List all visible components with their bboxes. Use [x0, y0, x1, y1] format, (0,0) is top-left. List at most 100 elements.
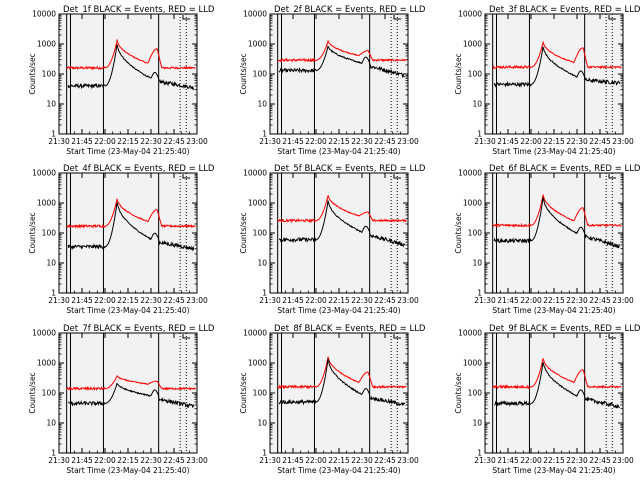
- x-tick-label: 22:45: [163, 137, 185, 146]
- x-tick-label: 21:30: [474, 137, 496, 146]
- x-tick-label: 22:30: [351, 137, 373, 146]
- x-axis-label: Start Time (23-May-04 21:25:40): [277, 306, 400, 315]
- y-tick-label: 1: [477, 130, 482, 139]
- events-series-line: [494, 362, 620, 409]
- x-tick-label: 23:00: [186, 137, 208, 146]
- x-tick-label: 22:15: [328, 456, 350, 465]
- y-tick-label: 1: [51, 449, 56, 458]
- x-tick-label: 23:00: [397, 456, 419, 465]
- y-tick-label: 1: [51, 130, 56, 139]
- events-series-line: [278, 199, 406, 248]
- panel-title: Det_1f BLACK = Events, RED = LLD: [63, 5, 215, 15]
- y-tick-label: 10: [472, 100, 482, 109]
- x-tick-label: 22:00: [520, 296, 542, 305]
- x-tick-label: 22:15: [543, 456, 565, 465]
- y-tick-label: 100: [253, 229, 268, 238]
- panel-1: Det_1f BLACK = Events, RED = LLD 1 10 100 10…: [28, 5, 215, 156]
- x-tick-label: 21:45: [71, 456, 93, 465]
- panel-title: Det_9f BLACK = Events, RED = LLD: [489, 324, 640, 334]
- x-tick-label: 22:00: [520, 456, 542, 465]
- y-axis-label: Counts/sec: [454, 212, 463, 253]
- plot-area: [484, 172, 624, 294]
- x-tick-label: 22:45: [163, 456, 185, 465]
- x-tick-label: 22:45: [374, 456, 396, 465]
- legend-marker: [608, 15, 616, 20]
- lld-series-line: [66, 374, 196, 392]
- x-tick-label: 21:45: [282, 456, 304, 465]
- plot-area: [269, 13, 409, 135]
- y-tick-label: 1: [262, 130, 267, 139]
- x-tick-label: 22:15: [117, 296, 139, 305]
- lld-series-line: [277, 39, 407, 63]
- events-series-line: [68, 382, 195, 409]
- events-series-line: [67, 202, 195, 252]
- y-tick-label: 100: [468, 229, 483, 238]
- y-tick-label: 1000: [37, 359, 56, 368]
- x-tick-label: 21:45: [497, 137, 519, 146]
- x-tick-label: 22:15: [543, 137, 565, 146]
- plot-area: [484, 332, 624, 454]
- x-tick-label: 22:00: [305, 456, 327, 465]
- x-tick-label: 23:00: [612, 456, 634, 465]
- x-axis-label: Start Time (23-May-04 21:25:40): [66, 466, 189, 475]
- y-axis-label: Counts/sec: [28, 212, 37, 253]
- x-tick-label: 22:00: [305, 296, 327, 305]
- legend-marker: [182, 334, 190, 339]
- y-tick-label: 10000: [32, 329, 56, 338]
- panel-6: Det_6f BLACK = Events, RED = LLD 1 10 100 10…: [454, 164, 640, 315]
- y-tick-label: 1: [477, 289, 482, 298]
- y-axis-label: Counts/sec: [28, 372, 37, 413]
- y-tick-label: 10000: [458, 10, 482, 19]
- x-tick-label: 22:00: [520, 137, 542, 146]
- panel-4: Det_4f BLACK = Events, RED = LLD 1 10 100 10…: [28, 164, 215, 315]
- x-tick-label: 22:30: [566, 456, 588, 465]
- panel-5: Det_5f BLACK = Events, RED = LLD 1 10 100 10…: [239, 164, 426, 315]
- y-tick-label: 10000: [32, 10, 56, 19]
- x-tick-label: 22:30: [140, 456, 162, 465]
- x-tick-label: 22:45: [374, 296, 396, 305]
- plot-area: [58, 172, 198, 294]
- lld-series-line: [66, 198, 196, 229]
- legend-marker: [393, 15, 401, 20]
- x-axis-label: Start Time (23-May-04 21:25:40): [492, 466, 615, 475]
- y-tick-label: 1000: [463, 40, 482, 49]
- lld-series-line: [66, 38, 196, 71]
- y-axis-label: Counts/sec: [239, 212, 248, 253]
- y-tick-label: 1: [51, 289, 56, 298]
- x-axis-label: Start Time (23-May-04 21:25:40): [492, 306, 615, 315]
- y-tick-label: 100: [253, 389, 268, 398]
- y-tick-label: 1000: [248, 359, 267, 368]
- x-tick-label: 21:30: [48, 296, 70, 305]
- x-tick-label: 22:45: [589, 296, 611, 305]
- y-tick-label: 100: [42, 70, 57, 79]
- panel-title: Det_3f BLACK = Events, RED = LLD: [489, 5, 640, 15]
- panel-title: Det_4f BLACK = Events, RED = LLD: [63, 164, 215, 174]
- x-tick-label: 21:30: [474, 456, 496, 465]
- x-tick-label: 23:00: [612, 296, 634, 305]
- y-axis-label: Counts/sec: [239, 372, 248, 413]
- x-tick-label: 23:00: [397, 137, 419, 146]
- y-axis-label: Counts/sec: [239, 53, 248, 94]
- lld-series-line: [492, 194, 622, 229]
- y-tick-label: 100: [468, 389, 483, 398]
- x-tick-label: 22:15: [117, 456, 139, 465]
- x-tick-label: 21:30: [48, 456, 70, 465]
- panel-title: Det_8f BLACK = Events, RED = LLD: [274, 324, 426, 334]
- legend-marker: [182, 15, 190, 20]
- y-tick-label: 1000: [463, 359, 482, 368]
- y-tick-label: 10000: [458, 169, 482, 178]
- x-tick-label: 22:45: [374, 137, 396, 146]
- plot-area: [58, 13, 198, 135]
- x-tick-label: 23:00: [186, 296, 208, 305]
- x-tick-label: 21:45: [71, 296, 93, 305]
- x-tick-label: 21:45: [71, 137, 93, 146]
- panel-title: Det_6f BLACK = Events, RED = LLD: [489, 164, 640, 174]
- x-tick-label: 22:45: [589, 456, 611, 465]
- x-tick-label: 21:45: [282, 296, 304, 305]
- panel-title: Det_2f BLACK = Events, RED = LLD: [274, 5, 426, 15]
- y-axis-label: Counts/sec: [454, 372, 463, 413]
- lld-series-line: [277, 195, 407, 224]
- x-tick-label: 22:30: [140, 296, 162, 305]
- events-series-line: [278, 44, 405, 79]
